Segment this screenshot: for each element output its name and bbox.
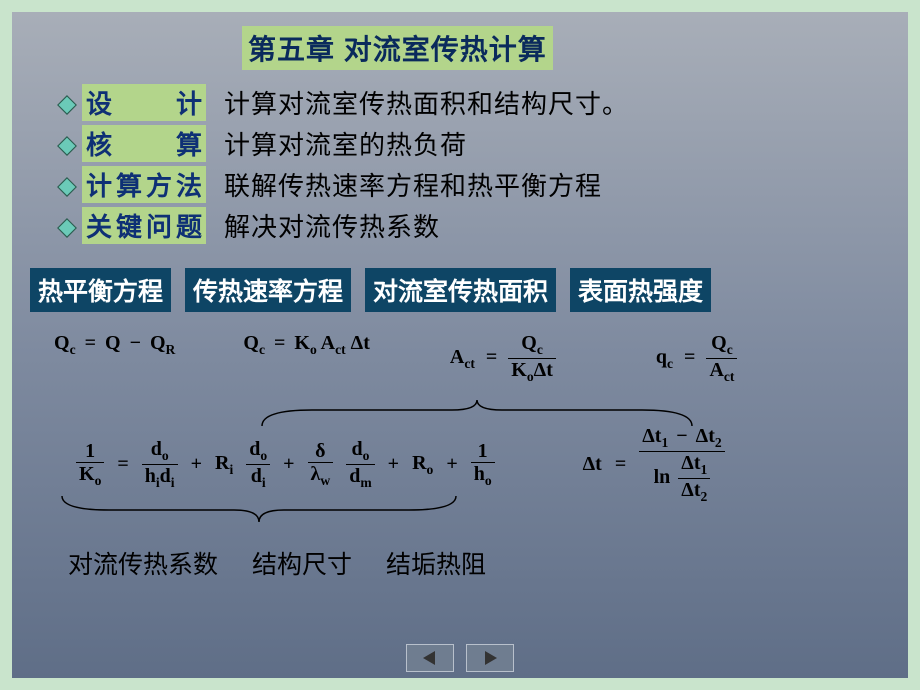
item-label: 关键问题 xyxy=(82,207,206,244)
next-button[interactable] xyxy=(466,644,514,672)
section-box: 热平衡方程 xyxy=(30,268,171,312)
item-desc: 计算对流室的热负荷 xyxy=(224,125,467,162)
diamond-icon xyxy=(56,215,78,237)
slide: 第五章 对流室传热计算 设 计 计算对流室传热面积和结构尺寸。 核 算 计算对流… xyxy=(12,12,908,678)
section-box: 对流室传热面积 xyxy=(365,268,556,312)
diamond-icon xyxy=(56,92,78,114)
equation-temp-diff: Δt = Δt1 − Δt2 ln Δt1 Δt2 xyxy=(579,425,729,505)
label-structure-size: 结构尺寸 xyxy=(252,545,352,581)
item-row: 设 计 计算对流室传热面积和结构尺寸。 xyxy=(56,84,908,121)
nav-buttons xyxy=(406,644,514,672)
brace-lower-icon xyxy=(54,494,474,524)
equation-rate: Qc = Ko Act Δt xyxy=(243,332,370,358)
diamond-icon xyxy=(56,133,78,155)
equation-row-1: Qc = Q − QR Qc = Ko Act Δt Act = Qc KoΔt… xyxy=(12,332,908,385)
equation-area: Act = Qc KoΔt xyxy=(450,332,556,385)
equation-intensity: qc = Qc Act xyxy=(656,332,738,385)
item-desc: 联解传热速率方程和热平衡方程 xyxy=(224,166,602,203)
prev-button[interactable] xyxy=(406,644,454,672)
equation-resistance: 1 Ko = do hidi + Ri do di + δ λw do dm xyxy=(72,438,499,491)
section-row: 热平衡方程 传热速率方程 对流室传热面积 表面热强度 xyxy=(30,268,908,312)
equation-row-2: 1 Ko = do hidi + Ri do di + δ λw do dm xyxy=(72,425,908,505)
label-convection-coef: 对流传热系数 xyxy=(68,545,218,581)
equation-heat-balance: Qc = Q − QR xyxy=(54,332,175,358)
diamond-icon xyxy=(56,174,78,196)
chapter-title: 第五章 对流室传热计算 xyxy=(242,26,553,70)
section-box: 传热速率方程 xyxy=(185,268,351,312)
item-row: 核 算 计算对流室的热负荷 xyxy=(56,125,908,162)
label-fouling-resist: 结垢热阻 xyxy=(386,545,486,581)
item-label: 核 算 xyxy=(82,125,206,162)
item-desc: 解决对流传热系数 xyxy=(224,207,440,244)
item-list: 设 计 计算对流室传热面积和结构尺寸。 核 算 计算对流室的热负荷 计算方法 联… xyxy=(56,84,908,244)
item-desc: 计算对流室传热面积和结构尺寸。 xyxy=(224,84,629,121)
item-row: 关键问题 解决对流传热系数 xyxy=(56,207,908,244)
section-box: 表面热强度 xyxy=(570,268,711,312)
item-row: 计算方法 联解传热速率方程和热平衡方程 xyxy=(56,166,908,203)
brace-upper-icon xyxy=(252,396,712,432)
item-label: 设 计 xyxy=(82,84,206,121)
item-label: 计算方法 xyxy=(82,166,206,203)
bottom-labels: 对流传热系数 结构尺寸 结垢热阻 xyxy=(68,545,908,581)
